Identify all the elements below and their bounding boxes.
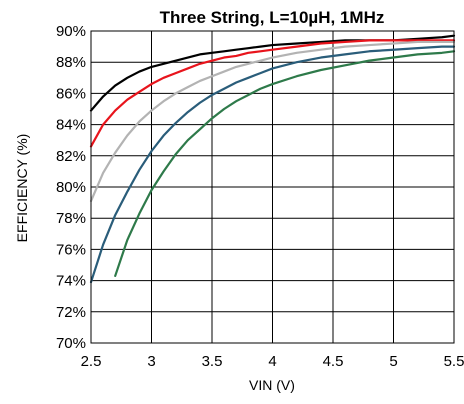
y-tick-label: 86% (56, 85, 86, 102)
y-tick-label: 74% (56, 273, 86, 290)
y-tick-label: 78% (56, 210, 86, 227)
plot-frame (90, 30, 455, 344)
x-tick-label: 3.5 (202, 353, 223, 370)
y-axis-label: EFFICIENCY (%) (14, 134, 30, 243)
x-tick-labels: 2.5 3 3.5 4 4.5 5 5.5 (81, 353, 464, 370)
y-tick-label: 70% (56, 335, 86, 352)
y-tick-label: 72% (56, 304, 86, 321)
y-tick-labels: 70% 72% 74% 76% 78% 80% 82% 84% 86% 88% 90% (56, 23, 86, 352)
y-tick-label: 82% (56, 148, 86, 165)
x-tick-label: 5 (389, 353, 397, 370)
x-axis-label: VIN (V) (249, 377, 295, 393)
y-tick-label: 90% (56, 23, 86, 40)
y-tick-label: 76% (56, 241, 86, 258)
series-line-2 (89, 39, 456, 148)
x-tick-label: 2.5 (81, 353, 102, 370)
series-line-4 (89, 45, 456, 284)
y-tick-label: 88% (56, 54, 86, 71)
x-tick-label: 3 (147, 353, 155, 370)
x-tick-label: 4 (268, 353, 276, 370)
series-line-3 (89, 40, 456, 203)
y-tick-label: 84% (56, 117, 86, 134)
gridlines (90, 30, 455, 344)
y-tick-label: 80% (56, 179, 86, 196)
x-tick-label: 4.5 (323, 353, 344, 370)
series-lines (89, 34, 456, 284)
x-tick-label: 5.5 (444, 353, 464, 370)
series-line-5 (114, 50, 456, 278)
chart-title: Three String, L=10µH, 1MHz (160, 8, 385, 27)
